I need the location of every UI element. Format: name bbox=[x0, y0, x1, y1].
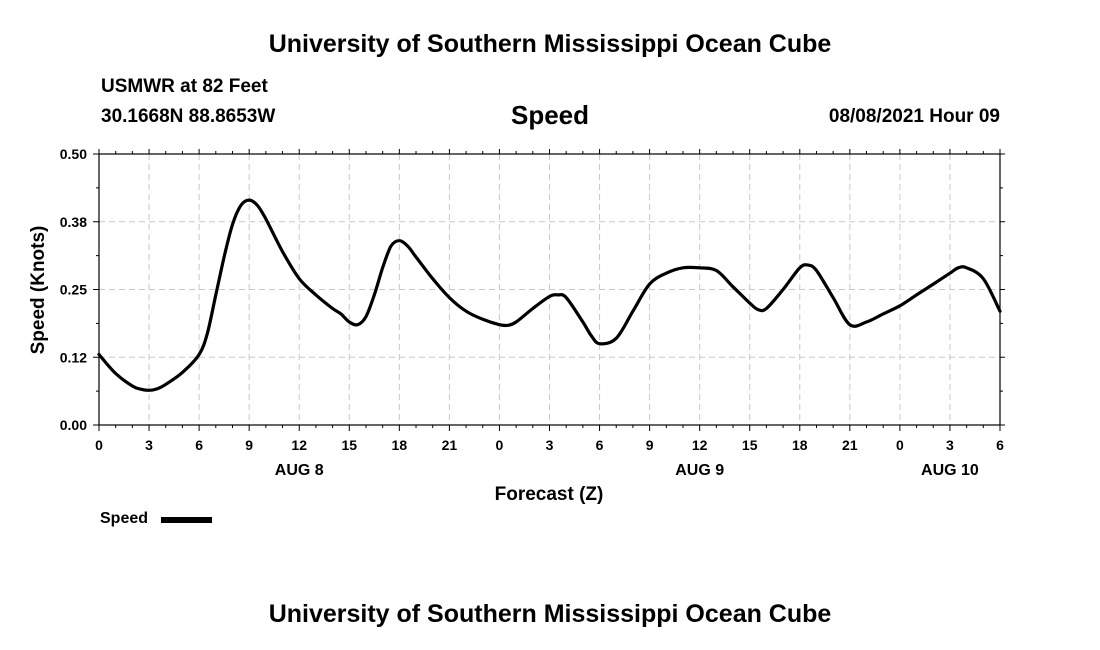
x-tick-label: 21 bbox=[442, 437, 458, 453]
legend-swatch bbox=[161, 517, 212, 523]
x-tick-label: 15 bbox=[341, 437, 357, 453]
grid-lines bbox=[99, 154, 1000, 425]
x-tick-label: 18 bbox=[392, 437, 408, 453]
station-label: USMWR at 82 Feet bbox=[101, 76, 268, 97]
date-label: 08/08/2021 Hour 09 bbox=[828, 106, 1000, 127]
bottom-title: University of Southern Mississippi Ocean… bbox=[268, 600, 832, 628]
series-line-speed bbox=[97, 198, 1002, 392]
x-tick-label: 0 bbox=[496, 437, 504, 453]
x-day-label: AUG 10 bbox=[921, 462, 979, 479]
x-tick-label: 3 bbox=[546, 437, 554, 453]
x-tick-label: 15 bbox=[742, 437, 758, 453]
chart-title: Speed bbox=[510, 100, 590, 130]
y-axis-label: Speed (Knots) bbox=[28, 226, 49, 355]
plot-frame bbox=[98, 153, 1001, 426]
coordinates-label: 30.1668N 88.8653W bbox=[101, 106, 276, 127]
x-tick-label: 3 bbox=[145, 437, 153, 453]
axis-labels: 0.00 0.12 0.25 0.38 0.50 0 3 6 9 12 15 18 21 0 3 6 9 12 15… bbox=[60, 146, 1004, 479]
top-title: University of Southern Mississippi Ocean… bbox=[268, 30, 832, 58]
x-tick-label: 21 bbox=[842, 437, 858, 453]
x-tick-label: 3 bbox=[946, 437, 954, 453]
y-tick-label: 0.12 bbox=[60, 349, 87, 365]
legend-label: Speed bbox=[100, 510, 149, 527]
y-tick-label: 0.00 bbox=[60, 417, 87, 433]
x-day-label: AUG 9 bbox=[675, 462, 724, 479]
x-axis-label: Forecast (Z) bbox=[495, 484, 604, 505]
y-tick-label: 0.25 bbox=[60, 282, 87, 298]
x-tick-label: 9 bbox=[245, 437, 253, 453]
x-tick-label: 6 bbox=[596, 437, 604, 453]
x-tick-label: 0 bbox=[95, 437, 103, 453]
x-tick-label: 12 bbox=[692, 437, 708, 453]
x-tick-label: 0 bbox=[896, 437, 904, 453]
x-tick-label: 18 bbox=[792, 437, 808, 453]
x-tick-label: 6 bbox=[195, 437, 203, 453]
y-tick-label: 0.38 bbox=[60, 214, 87, 230]
y-tick-label: 0.50 bbox=[60, 146, 87, 162]
x-tick-label: 6 bbox=[996, 437, 1004, 453]
x-day-label: AUG 8 bbox=[275, 462, 324, 479]
x-tick-label: 12 bbox=[291, 437, 307, 453]
x-tick-label: 9 bbox=[646, 437, 654, 453]
